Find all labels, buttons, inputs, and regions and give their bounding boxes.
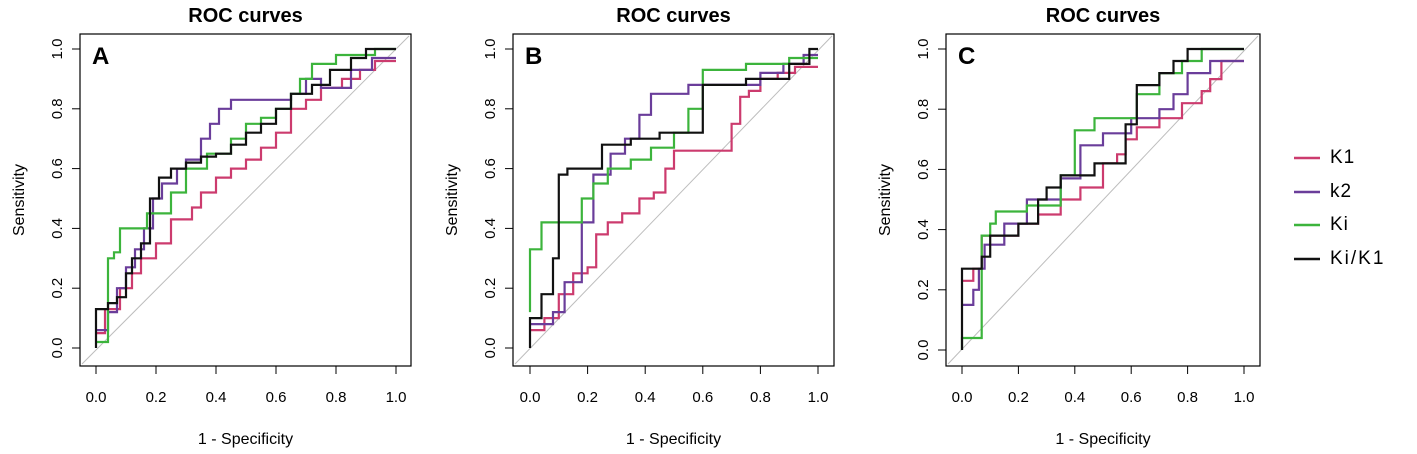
roc-curve-k2 xyxy=(96,56,396,332)
y-tick-label: 0.4 xyxy=(915,219,932,240)
chart-title: ROC curves xyxy=(188,5,303,27)
x-tick-label: 0.6 xyxy=(1121,389,1142,406)
diagonal-reference-line xyxy=(947,35,1259,365)
legend-label-kik1: Ki/K1 xyxy=(1330,248,1385,269)
x-axis-label: 1 - Specificity xyxy=(626,431,721,448)
roc-curve-k1 xyxy=(962,59,1244,282)
x-tick-label: 0.0 xyxy=(952,389,973,406)
x-tick-label: 1.0 xyxy=(386,389,407,406)
y-tick-label: 0.2 xyxy=(915,279,932,300)
y-tick-label: 1.0 xyxy=(49,39,66,60)
chart-title: ROC curves xyxy=(616,5,731,27)
legend: K1 k2 Ki Ki/K1 xyxy=(1294,147,1385,269)
plot-frame xyxy=(512,33,835,367)
legend-label-k2: k2 xyxy=(1330,181,1352,202)
y-tick-label: 0.2 xyxy=(482,278,499,299)
x-tick-label: 0.2 xyxy=(1008,389,1029,406)
x-axis-label: 1 - Specificity xyxy=(1055,431,1150,448)
x-axis-label: 1 - Specificity xyxy=(198,431,293,448)
x-tick-label: 1.0 xyxy=(1234,389,1255,406)
y-tick-label: 1.0 xyxy=(915,39,932,60)
x-tick-label: 0.8 xyxy=(1177,389,1198,406)
y-tick-label: 0.8 xyxy=(482,98,499,119)
y-tick-label: 0.2 xyxy=(49,278,66,299)
y-tick-label: 0.0 xyxy=(482,338,499,359)
x-tick-label: 0.2 xyxy=(146,389,167,406)
x-tick-label: 0.0 xyxy=(86,389,107,406)
y-tick-label: 0.0 xyxy=(915,340,932,361)
y-tick-label: 0.6 xyxy=(482,158,499,179)
y-tick-label: 0.8 xyxy=(915,99,932,120)
x-tick-label: 0.4 xyxy=(635,389,656,406)
x-tick-label: 1.0 xyxy=(808,389,829,406)
diagonal-reference-line xyxy=(81,35,410,365)
x-tick-label: 0.6 xyxy=(692,389,713,406)
roc-panel-b: ROC curves B 0.0 0.0 0.2 0.2 0.4 0.4 0.6 0.6 0.8 0.… xyxy=(444,5,835,448)
plot-frame xyxy=(79,33,412,367)
x-tick-label: 0.4 xyxy=(206,389,227,406)
roc-curve-kik1 xyxy=(528,47,818,348)
y-tick-label: 0.6 xyxy=(49,158,66,179)
x-tick-label: 0.6 xyxy=(266,389,287,406)
panel-label: C xyxy=(958,43,975,70)
y-tick-label: 1.0 xyxy=(482,39,499,60)
y-tick-label: 0.4 xyxy=(49,218,66,239)
y-tick-label: 0.4 xyxy=(482,218,499,239)
y-axis-label: Sensitivity xyxy=(877,164,894,236)
y-tick-label: 0.6 xyxy=(915,159,932,180)
diagonal-reference-line xyxy=(514,35,833,365)
x-tick-label: 0.4 xyxy=(1064,389,1085,406)
legend-label-k1: K1 xyxy=(1330,147,1355,168)
x-tick-label: 0.0 xyxy=(520,389,541,406)
y-tick-label: 0.8 xyxy=(49,98,66,119)
y-tick-label: 0.0 xyxy=(49,338,66,359)
roc-curve-ki xyxy=(96,47,396,344)
x-tick-label: 0.8 xyxy=(326,389,347,406)
roc-curve-k1 xyxy=(96,59,396,335)
roc-panel-c: ROC curves C 0.0 0.0 0.2 0.2 0.4 0.4 0.6 0.6 0.8 0.… xyxy=(877,5,1261,448)
panel-label: B xyxy=(525,43,542,70)
y-axis-label: Sensitivity xyxy=(11,164,28,236)
plot-frame xyxy=(945,33,1261,367)
y-axis-label: Sensitivity xyxy=(444,164,461,236)
roc-curve-kik1 xyxy=(94,47,396,348)
legend-label-ki: Ki xyxy=(1330,214,1349,235)
chart-title: ROC curves xyxy=(1046,5,1161,27)
panel-label: A xyxy=(92,43,109,70)
x-tick-label: 0.8 xyxy=(750,389,771,406)
x-tick-label: 0.2 xyxy=(577,389,598,406)
roc-curve-k1 xyxy=(530,65,818,332)
roc-panel-a: ROC curves A 0.0 0.0 0.2 0.2 0.4 0.4 0.6 0.6 0.8 0.… xyxy=(11,5,412,448)
roc-curve-ki xyxy=(528,56,818,313)
roc-curve-kik1 xyxy=(960,47,1244,350)
